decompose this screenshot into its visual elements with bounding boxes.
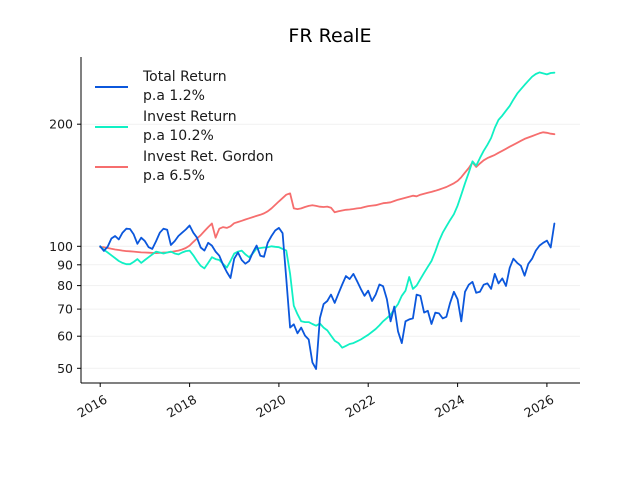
legend-line-swatch-cyan xyxy=(95,126,128,128)
y-axis: 50 60 70 80 90 100 200 xyxy=(49,117,81,376)
x-tick-label: 2018 xyxy=(164,392,199,421)
legend-line-swatch-red xyxy=(95,166,128,168)
series-line-total-return-p-a-1-2 xyxy=(99,222,556,370)
series-lines xyxy=(99,71,556,370)
chart-title: FR RealE xyxy=(288,25,372,47)
y-tick-label: 60 xyxy=(57,329,73,344)
y-tick-label: 80 xyxy=(57,278,73,293)
series-line-invest-ret-gordon-p-a-6-5 xyxy=(99,131,556,254)
legend-label: Invest Return p.a 10.2% xyxy=(143,108,237,146)
legend: Total Return p.a 1.2% Invest Return p.a … xyxy=(95,68,273,188)
x-axis: 2016 2018 2020 2022 2024 2026 xyxy=(75,383,556,421)
x-tick-label: 2016 xyxy=(75,392,110,421)
legend-entry-total-return: Total Return p.a 1.2% xyxy=(95,68,273,106)
y-tick-label: 200 xyxy=(49,117,73,132)
x-tick-label: 2026 xyxy=(521,392,556,421)
legend-entry-invest-ret-gordon: Invest Ret. Gordon p.a 6.5% xyxy=(95,148,273,186)
x-tick-label: 2022 xyxy=(343,392,378,421)
y-tick-label: 70 xyxy=(57,302,73,317)
gridlines xyxy=(81,123,580,369)
y-tick-label: 90 xyxy=(57,257,73,272)
legend-label: Invest Ret. Gordon p.a 6.5% xyxy=(143,148,273,186)
axes xyxy=(80,57,580,384)
y-tick-label: 100 xyxy=(49,239,73,254)
x-tick-label: 2024 xyxy=(432,392,467,421)
legend-line-swatch-blue xyxy=(95,86,128,88)
legend-entry-invest-return: Invest Return p.a 10.2% xyxy=(95,108,273,146)
legend-label-line1: Total Return xyxy=(143,69,227,85)
y-tick-label: 50 xyxy=(57,361,73,376)
legend-label-line1: Invest Return xyxy=(143,109,237,125)
series-line-invest-return-p-a-10-2 xyxy=(99,71,556,349)
legend-label-line2: p.a 10.2% xyxy=(143,128,214,144)
legend-label-line2: p.a 1.2% xyxy=(143,88,205,104)
legend-label-line1: Invest Ret. Gordon xyxy=(143,149,274,165)
legend-label: Total Return p.a 1.2% xyxy=(143,68,227,106)
x-tick-label: 2020 xyxy=(253,392,288,421)
legend-label-line2: p.a 6.5% xyxy=(143,168,205,184)
